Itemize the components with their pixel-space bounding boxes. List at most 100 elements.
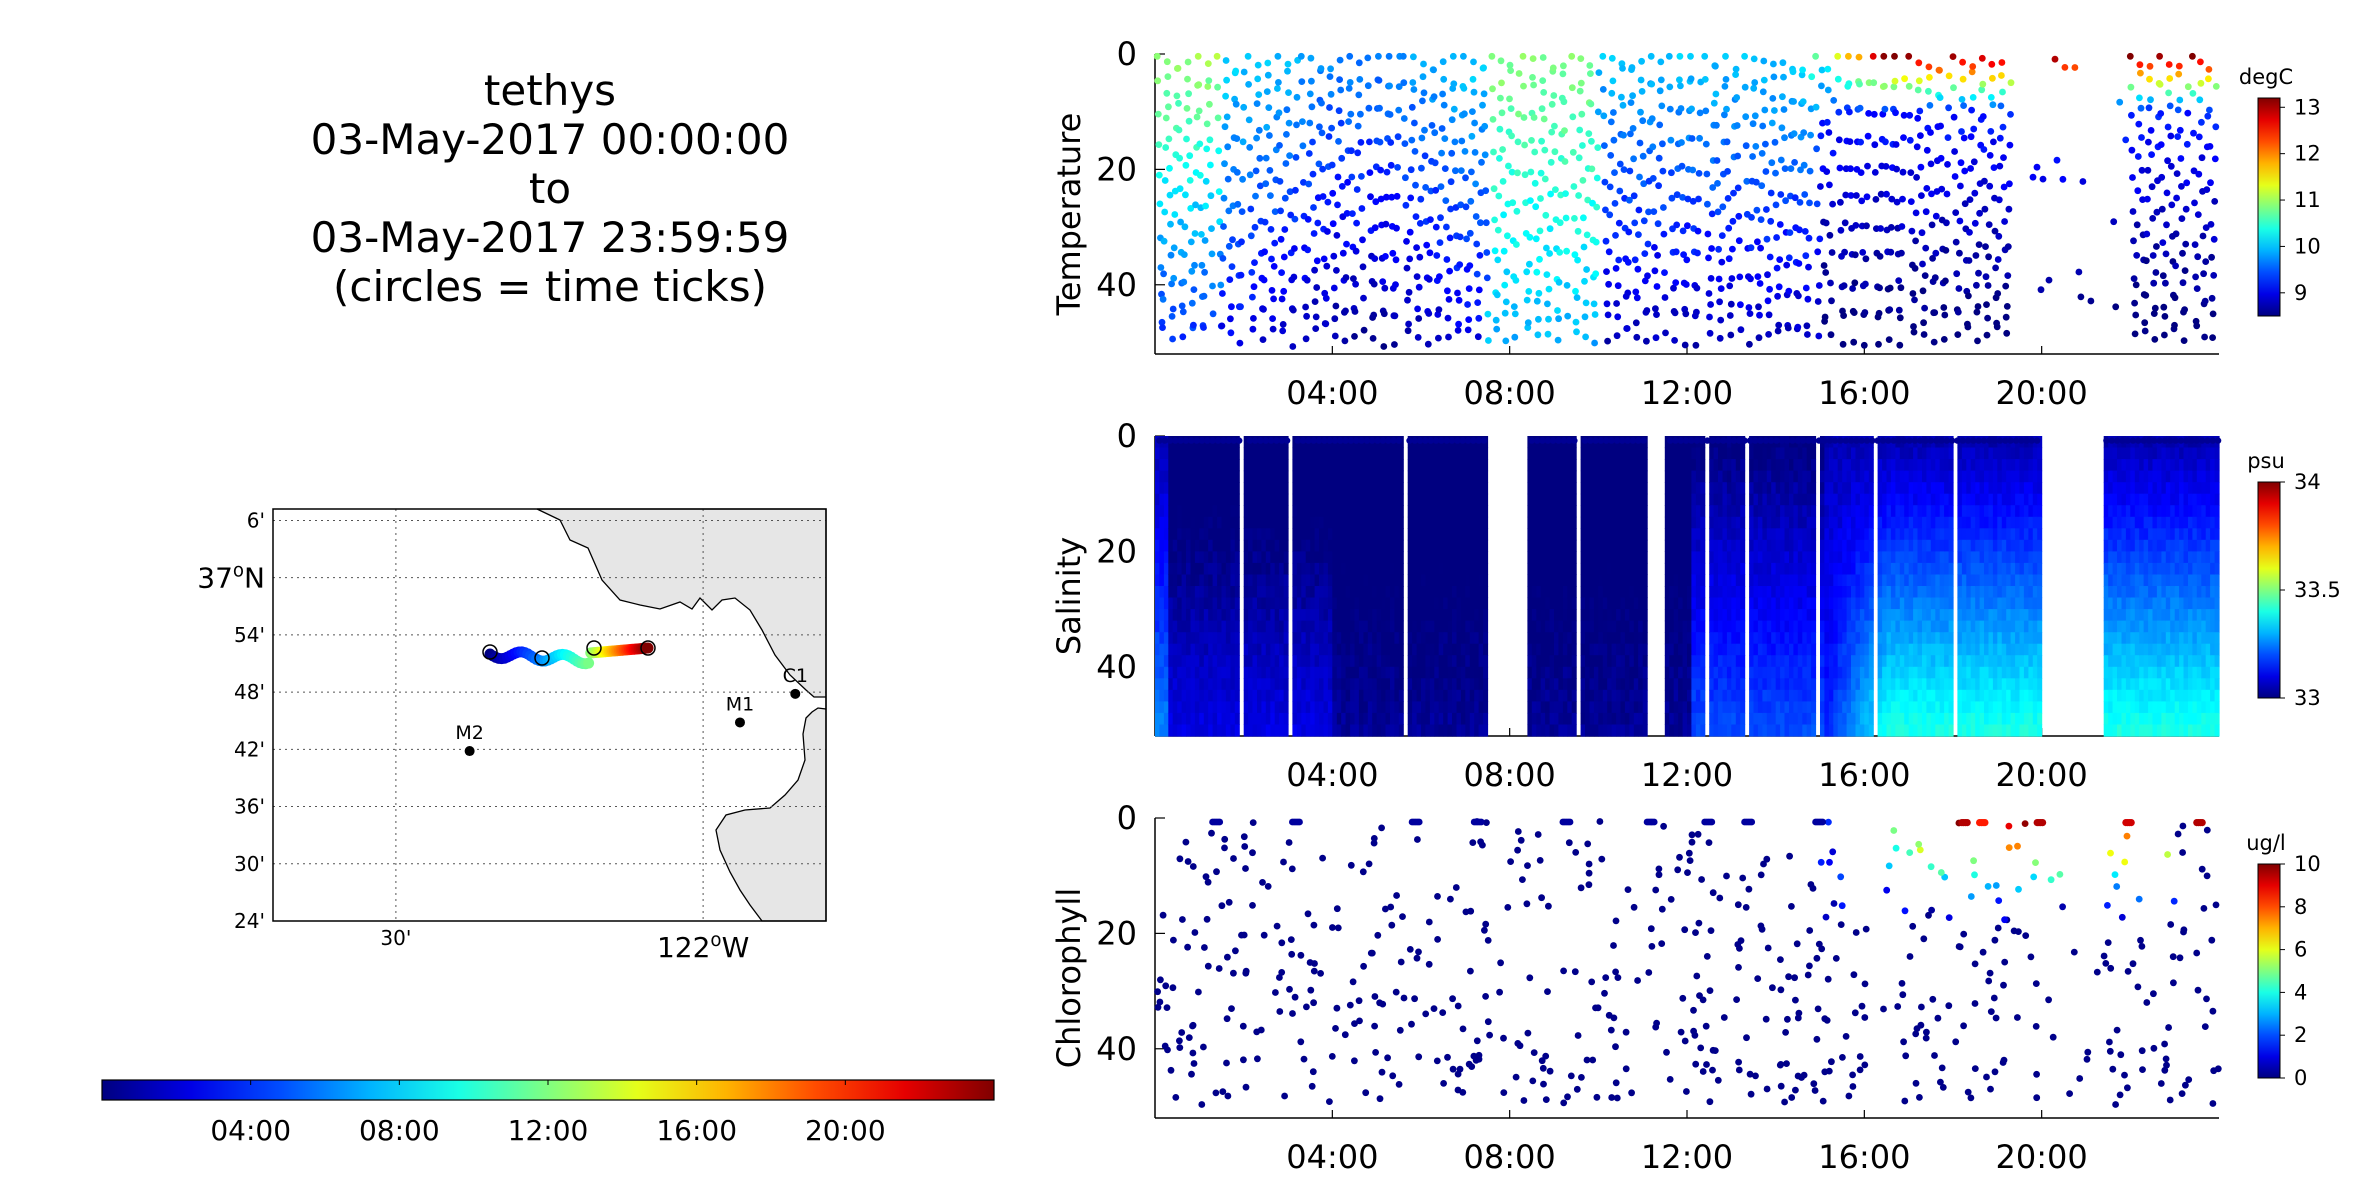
salinity-cell xyxy=(1199,609,1205,622)
salinity-cell xyxy=(1168,539,1174,552)
salinity-cell xyxy=(1345,505,1351,518)
salinity-cell xyxy=(1385,666,1391,679)
salinity-cell xyxy=(1664,597,1670,610)
salinity-cell xyxy=(1208,516,1214,529)
temperature-point xyxy=(1316,123,1323,131)
salinity-cell xyxy=(1624,609,1630,622)
salinity-cell xyxy=(1155,574,1160,587)
salinity-cell xyxy=(1385,447,1391,460)
salinity-cell xyxy=(1691,470,1697,483)
salinity-cell xyxy=(1611,551,1617,564)
temperature-point xyxy=(1245,116,1253,124)
salinity-cell xyxy=(1159,666,1165,679)
salinity-cell xyxy=(1358,689,1364,702)
salinity-cell xyxy=(1212,597,1218,610)
temperature-point xyxy=(1283,106,1291,114)
temperature-point xyxy=(1251,259,1258,266)
salinity-cell xyxy=(1664,470,1670,483)
temperature-point xyxy=(1462,174,1469,182)
temperature-point xyxy=(1829,149,1837,157)
salinity-cell xyxy=(1252,655,1258,668)
temperature-point xyxy=(1627,130,1634,138)
salinity-cell xyxy=(1168,655,1174,668)
temperature-point xyxy=(1997,102,2005,110)
temperature-point xyxy=(1455,296,1463,304)
salinity-cell xyxy=(1483,586,1489,599)
salinity-cell xyxy=(1585,562,1590,575)
salinity-cell xyxy=(1443,539,1449,552)
temperature-point xyxy=(1858,197,1866,205)
salinity-cell xyxy=(1172,724,1178,737)
salinity-cell xyxy=(1554,562,1559,575)
temperature-point xyxy=(1677,82,1684,90)
salinity-cell xyxy=(1381,620,1387,633)
salinity-cell xyxy=(1203,678,1209,691)
salinity-cell xyxy=(1350,701,1356,714)
temperature-point xyxy=(1213,52,1221,60)
temperature-point xyxy=(1840,312,1847,319)
salinity-cell xyxy=(1558,643,1564,656)
temperature-point xyxy=(1895,277,1903,284)
salinity-cell xyxy=(1452,724,1457,737)
salinity-cell xyxy=(1629,632,1635,645)
salinity-cell xyxy=(1664,724,1670,737)
temperature-point xyxy=(1427,216,1434,224)
salinity-cell xyxy=(1598,459,1604,472)
salinity-cell xyxy=(1633,574,1639,587)
salinity-cell xyxy=(1527,551,1533,564)
salinity-cell xyxy=(1434,689,1440,702)
salinity-cell xyxy=(1629,493,1635,506)
salinity-cell xyxy=(1425,574,1431,587)
salinity-cell xyxy=(1345,724,1351,737)
temperature-point xyxy=(1412,213,1420,221)
salinity-cell xyxy=(1212,586,1218,599)
temperature-point xyxy=(2173,170,2181,178)
salinity-cell xyxy=(1452,597,1457,610)
temperature-point xyxy=(1437,183,1445,191)
salinity-cell xyxy=(1394,655,1400,668)
temperature-point xyxy=(1665,52,1673,60)
temperature-point xyxy=(1979,113,1987,120)
temperature-point xyxy=(1524,324,1532,331)
salinity-cell xyxy=(1292,609,1298,622)
salinity-cell xyxy=(1687,689,1692,702)
salinity-cell xyxy=(1762,678,1768,691)
salinity-cell xyxy=(1381,597,1387,610)
salinity-cell xyxy=(1412,689,1418,702)
salinity-cell xyxy=(1771,551,1777,564)
salinity-cell xyxy=(1611,609,1617,622)
salinity-cell xyxy=(1757,539,1763,552)
temperature-point xyxy=(1430,66,1437,74)
salinity-cell xyxy=(1478,528,1484,541)
temperature-point xyxy=(1480,90,1488,98)
salinity-cell xyxy=(1558,470,1564,483)
salinity-cell xyxy=(1203,632,1209,645)
temperature-point xyxy=(1614,282,1622,290)
temperature-point xyxy=(1467,197,1475,205)
temperature-point xyxy=(1405,320,1412,328)
salinity-cell xyxy=(1323,574,1329,587)
salinity-cell xyxy=(1336,562,1342,575)
salinity-cell xyxy=(1358,516,1364,529)
salinity-cell xyxy=(1155,459,1160,472)
salinity-cell xyxy=(1620,632,1626,645)
salinity-cell xyxy=(1749,470,1755,483)
salinity-cell xyxy=(1633,562,1639,575)
temperature-point xyxy=(1756,311,1763,319)
salinity-cell xyxy=(1589,459,1595,472)
salinity-cell xyxy=(1740,482,1746,495)
temperature-point xyxy=(1802,252,1810,260)
salinity-cell xyxy=(1469,470,1475,483)
salinity-cell xyxy=(1540,562,1546,575)
salinity-cell xyxy=(1757,447,1763,460)
salinity-cell xyxy=(1159,470,1165,483)
temperature-point xyxy=(1724,168,1731,175)
salinity-cell xyxy=(1199,586,1205,599)
temperature-point xyxy=(2149,252,2157,259)
temperature-point xyxy=(1171,211,1179,218)
temperature-point xyxy=(1547,158,1555,166)
temperature-point xyxy=(1428,122,1436,129)
salinity-cell xyxy=(1181,562,1187,575)
temperature-point xyxy=(1652,305,1659,313)
salinity-cell xyxy=(1682,482,1688,495)
